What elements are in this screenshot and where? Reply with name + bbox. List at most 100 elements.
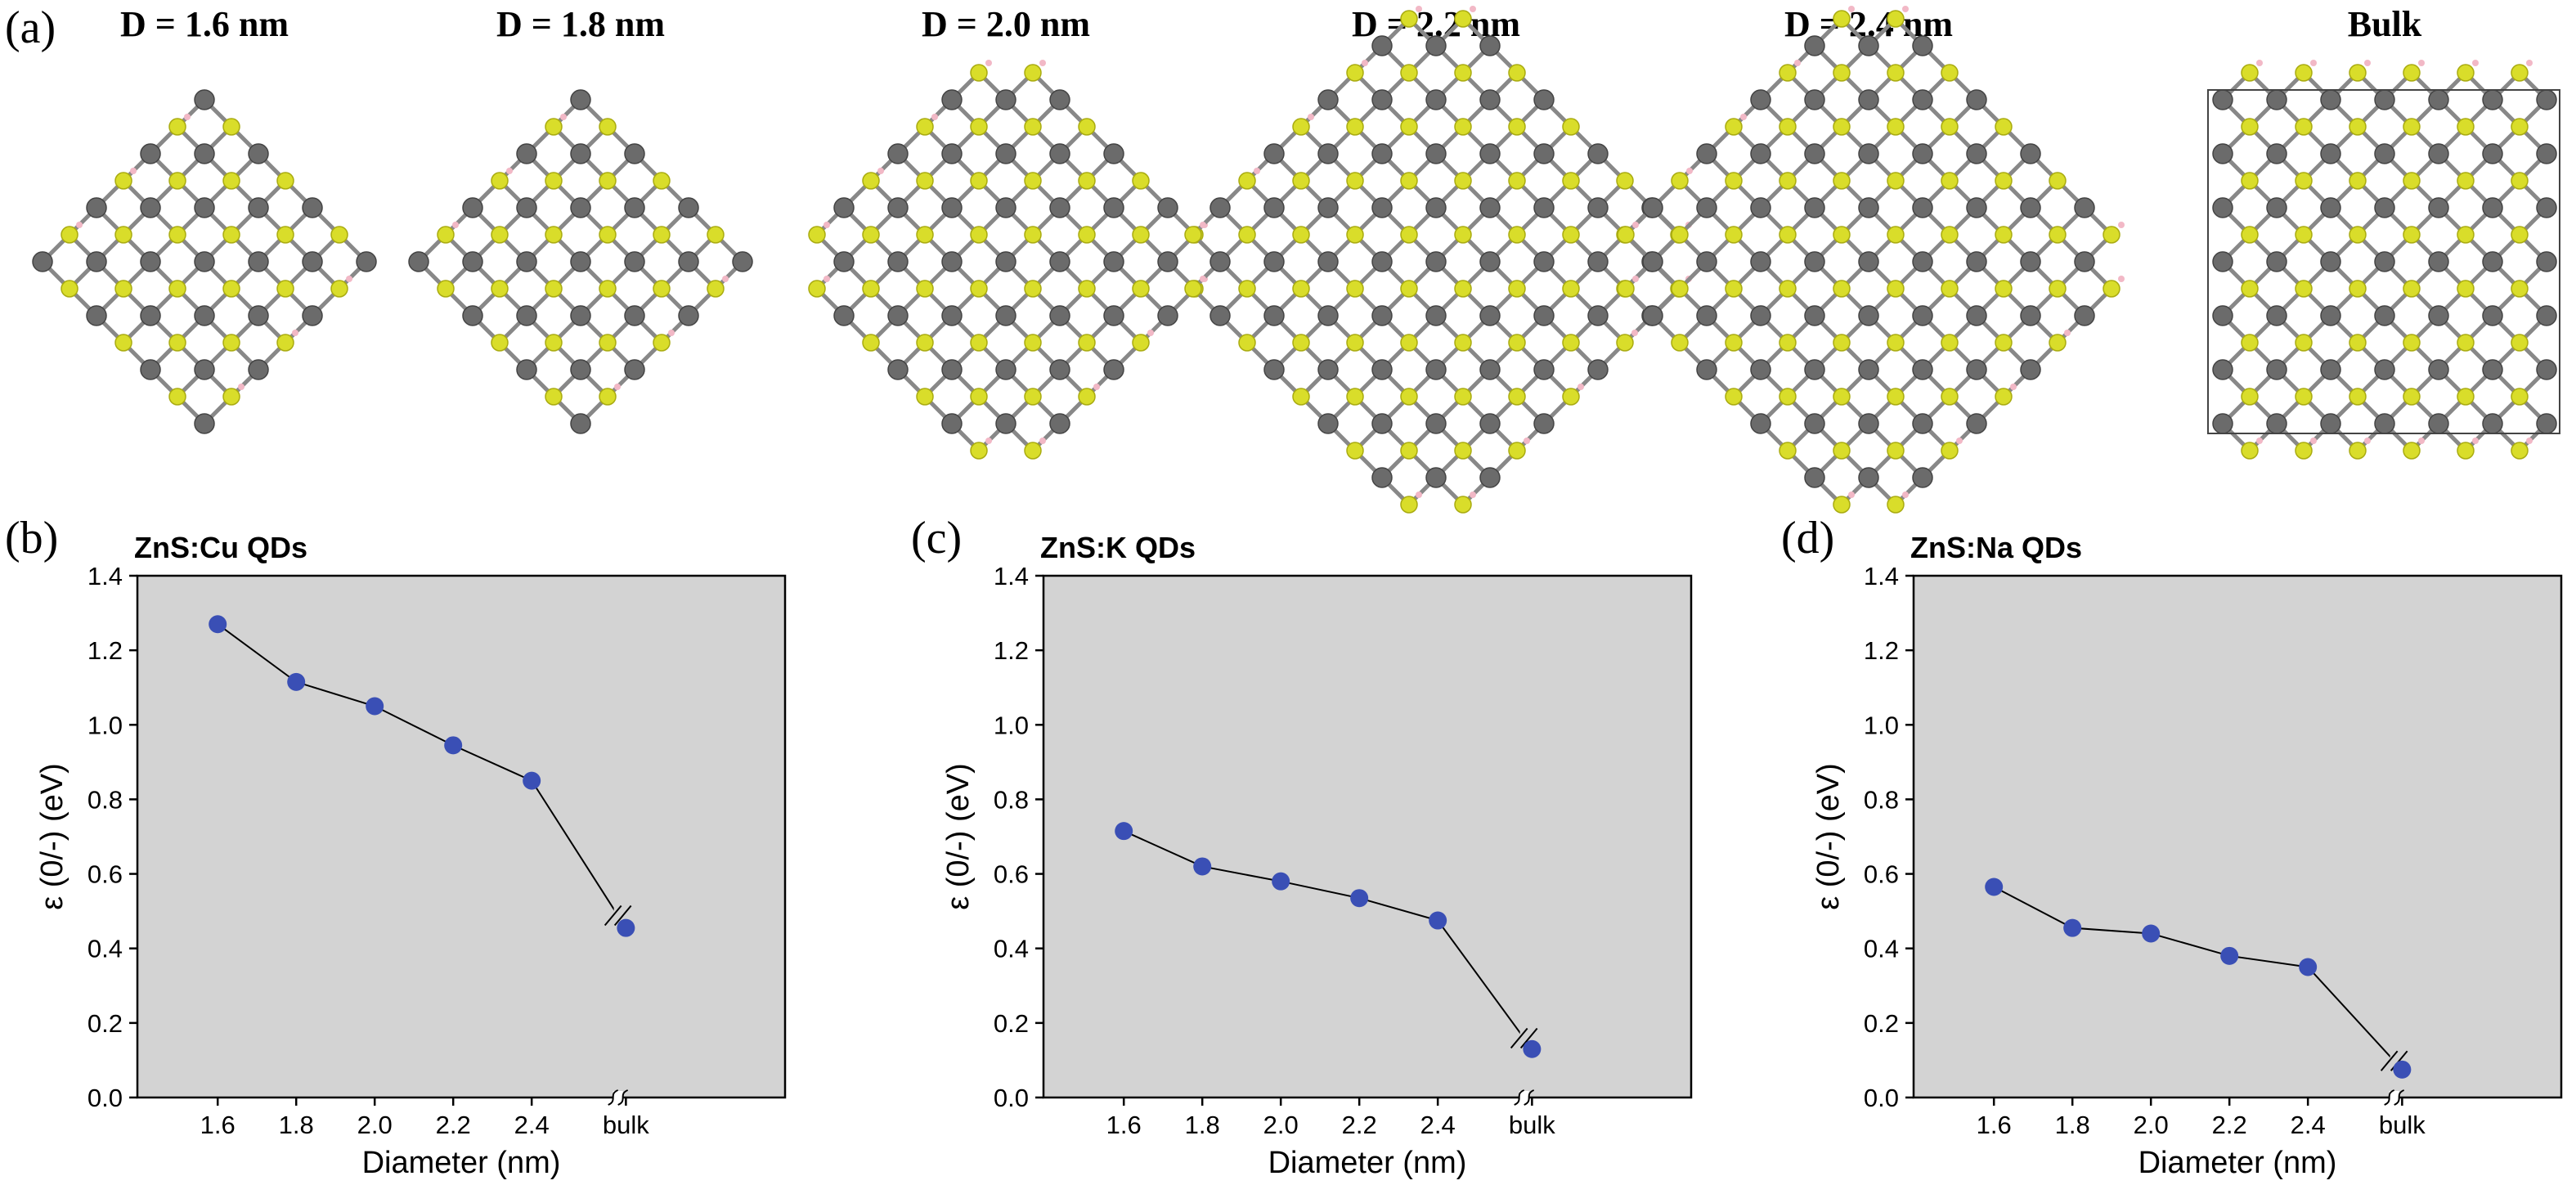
zinc-atom xyxy=(1049,143,1070,164)
hydrogen xyxy=(668,330,675,336)
zinc-atom xyxy=(624,197,645,218)
hydrogen xyxy=(1956,438,1963,444)
sulfur-atom xyxy=(1725,226,1743,244)
zinc-atom xyxy=(2074,305,2095,326)
zinc-atom xyxy=(2320,413,2341,434)
zinc-atom xyxy=(1479,89,1501,110)
sulfur-atom xyxy=(1346,280,1364,298)
sulfur-atom xyxy=(862,334,880,352)
sulfur-atom xyxy=(1508,388,1526,406)
zinc-atom xyxy=(887,305,909,326)
zinc-atom xyxy=(1209,197,1231,218)
sulfur-atom xyxy=(222,172,240,190)
zinc-atom xyxy=(194,251,215,272)
hydrogen xyxy=(1147,330,1154,336)
zinc-atom xyxy=(2212,89,2233,110)
sulfur-atom xyxy=(599,118,617,136)
sulfur-atom xyxy=(1887,226,1905,244)
zinc-atom xyxy=(2266,359,2287,380)
zinc-atom xyxy=(2536,143,2557,164)
data-point xyxy=(1985,878,2004,896)
zinc-atom xyxy=(941,251,963,272)
axis-break xyxy=(617,1089,629,1106)
zinc-atom xyxy=(140,305,161,326)
sulfur-atom xyxy=(2511,280,2529,298)
sulfur-atom xyxy=(1508,118,1526,136)
zinc-atom xyxy=(1804,35,1825,56)
hydrogen xyxy=(2418,438,2425,444)
zinc-atom xyxy=(1750,359,1771,380)
zinc-atom xyxy=(1642,197,1663,218)
zinc-atom xyxy=(570,305,591,326)
sulfur-atom xyxy=(1616,334,1634,352)
y-tick-label: 0.0 xyxy=(994,1084,1029,1112)
x-axis-label: Diameter (nm) xyxy=(362,1146,561,1180)
zinc-atom xyxy=(1317,359,1339,380)
sulfur-atom xyxy=(970,226,988,244)
sulfur-atom xyxy=(1024,442,1042,460)
sulfur-atom xyxy=(1346,442,1364,460)
hydrogen xyxy=(1039,60,1046,66)
sulfur-atom xyxy=(1346,172,1364,190)
sulfur-atom xyxy=(1238,280,1256,298)
axis-break xyxy=(608,1089,619,1106)
zinc-atom xyxy=(2428,89,2449,110)
data-point xyxy=(209,615,227,634)
hydrogen xyxy=(2472,60,2479,66)
zinc-atom xyxy=(1804,197,1825,218)
sulfur-atom xyxy=(970,280,988,298)
structure xyxy=(1617,6,2125,514)
zinc-atom xyxy=(570,143,591,164)
chart-title: ZnS:Cu QDs xyxy=(134,531,307,564)
sulfur-atom xyxy=(1454,118,1472,136)
hydrogen xyxy=(1093,384,1100,390)
zinc-atom xyxy=(2536,413,2557,434)
y-tick-label: 0.4 xyxy=(994,935,1029,963)
data-point xyxy=(2142,924,2161,943)
zinc-atom xyxy=(1587,197,1609,218)
zinc-atom xyxy=(140,251,161,272)
zinc-atom xyxy=(1103,359,1124,380)
zinc-atom xyxy=(462,197,483,218)
sulfur-atom xyxy=(1400,496,1418,514)
sulfur-atom xyxy=(1941,280,1959,298)
sulfur-atom xyxy=(1400,172,1418,190)
hydrogen xyxy=(1362,60,1368,66)
sulfur-atom xyxy=(2457,280,2475,298)
panel-label: (c) xyxy=(911,513,962,563)
zinc-atom xyxy=(1371,35,1393,56)
sulfur-atom xyxy=(707,280,725,298)
sulfur-atom xyxy=(2241,442,2259,460)
hydrogen xyxy=(2310,60,2317,66)
zinc-atom xyxy=(1049,89,1070,110)
zinc-atom xyxy=(570,359,591,380)
sulfur-atom xyxy=(276,172,294,190)
zinc-atom xyxy=(624,305,645,326)
sulfur-atom xyxy=(2295,226,2313,244)
zinc-atom xyxy=(1966,197,1987,218)
zinc-atom xyxy=(194,305,215,326)
zinc-atom xyxy=(1858,413,1879,434)
sulfur-atom xyxy=(2295,172,2313,190)
hydrogen xyxy=(1470,492,1476,498)
zinc-atom xyxy=(2020,197,2041,218)
y-tick-label: 0.2 xyxy=(1864,1009,1899,1038)
sulfur-atom xyxy=(1562,118,1580,136)
hydrogen xyxy=(452,222,459,228)
zinc-atom xyxy=(140,197,161,218)
sulfur-atom xyxy=(2403,64,2421,82)
structure-title: D = 2.0 nm xyxy=(922,4,1090,44)
sulfur-atom xyxy=(916,280,934,298)
zinc-atom xyxy=(570,89,591,110)
sulfur-atom xyxy=(599,172,617,190)
axis-break xyxy=(2394,1089,2405,1106)
zinc-atom xyxy=(1263,143,1285,164)
zinc-atom xyxy=(194,359,215,380)
sulfur-atom xyxy=(1024,118,1042,136)
sulfur-atom xyxy=(2241,280,2259,298)
hydrogen xyxy=(1577,384,1584,390)
zinc-atom xyxy=(2428,413,2449,434)
zinc-atom xyxy=(1371,89,1393,110)
zinc-atom xyxy=(1858,251,1879,272)
line-break-gap xyxy=(613,905,622,926)
